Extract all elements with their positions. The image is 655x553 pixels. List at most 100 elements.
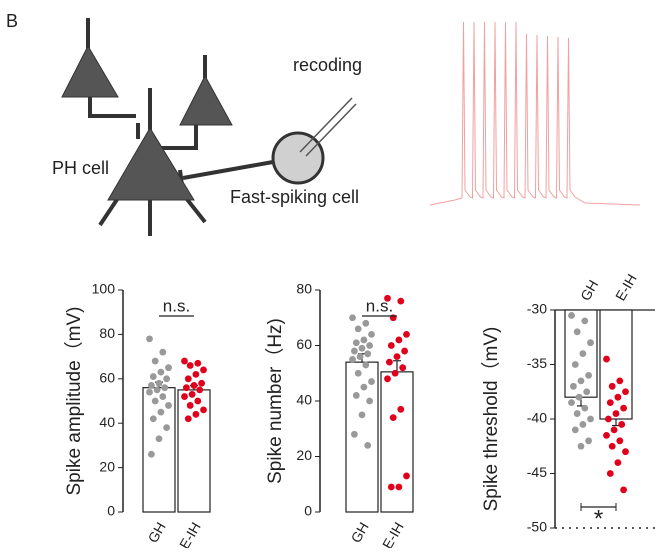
data-point xyxy=(354,369,362,377)
data-point xyxy=(384,294,391,302)
bar xyxy=(599,309,633,420)
data-point xyxy=(399,364,407,372)
y-tick-label: 100 xyxy=(92,281,116,297)
ph-cell-label: PH cell xyxy=(52,158,109,178)
data-point xyxy=(364,350,372,358)
data-point xyxy=(614,459,622,466)
data-point xyxy=(608,382,616,390)
data-point xyxy=(165,402,172,409)
y-tick-label: 20 xyxy=(296,447,312,463)
data-point xyxy=(153,386,161,394)
data-point xyxy=(362,319,370,327)
data-point xyxy=(570,382,577,390)
data-point xyxy=(614,393,622,401)
data-point xyxy=(395,336,403,344)
fs-cell xyxy=(271,131,325,185)
data-point xyxy=(364,442,372,449)
data-point xyxy=(192,370,200,378)
data-point xyxy=(155,379,163,387)
data-point xyxy=(568,399,575,407)
data-point xyxy=(157,368,165,376)
data-point xyxy=(358,411,366,419)
data-point xyxy=(387,483,395,491)
y-tick-label: 20 xyxy=(99,458,115,474)
significance-label: * xyxy=(594,505,603,532)
data-point xyxy=(401,347,408,355)
data-point xyxy=(360,383,368,391)
data-point xyxy=(389,414,397,422)
data-point xyxy=(397,405,405,413)
data-point xyxy=(196,386,204,394)
data-point xyxy=(577,442,585,450)
data-point xyxy=(568,312,575,319)
y-tick-label: -30 xyxy=(527,301,547,317)
data-point xyxy=(149,373,157,380)
data-point xyxy=(616,377,624,385)
recording-label: recoding xyxy=(293,55,362,75)
data-point xyxy=(585,372,592,379)
data-point xyxy=(186,402,194,409)
data-point xyxy=(571,361,579,368)
x-tick-label: E-IH xyxy=(379,519,407,548)
data-point xyxy=(612,410,620,417)
data-point xyxy=(362,361,370,369)
data-point xyxy=(366,397,373,405)
data-point xyxy=(352,339,360,347)
data-point xyxy=(622,448,629,456)
y-tick-label: 40 xyxy=(99,414,115,430)
electrode xyxy=(299,97,357,157)
neuron xyxy=(61,44,119,98)
data-point xyxy=(188,390,196,398)
ph-cell xyxy=(107,127,195,201)
data-point xyxy=(577,377,585,385)
data-point xyxy=(149,415,157,423)
data-point xyxy=(351,347,358,355)
data-point xyxy=(583,388,591,396)
data-point xyxy=(393,353,401,360)
data-point xyxy=(194,359,202,367)
data-point xyxy=(181,393,188,400)
data-point xyxy=(146,388,153,396)
data-point xyxy=(587,339,594,347)
data-point xyxy=(360,336,368,344)
data-point xyxy=(573,410,581,417)
y-tick-label: 60 xyxy=(296,336,312,352)
data-point xyxy=(616,437,624,445)
data-point xyxy=(354,325,362,333)
data-point xyxy=(622,388,629,396)
x-tick-label: GH xyxy=(347,519,371,545)
data-point xyxy=(579,421,587,428)
data-point xyxy=(620,404,627,412)
data-point xyxy=(573,328,581,336)
data-point xyxy=(571,426,579,434)
data-point xyxy=(606,399,614,407)
data-point xyxy=(397,297,405,305)
significance-label: n.s. xyxy=(163,296,190,315)
data-point xyxy=(146,335,153,343)
data-point xyxy=(192,410,200,418)
data-point xyxy=(200,366,207,374)
significance-label: n.s. xyxy=(366,296,393,315)
y-tick-label: 0 xyxy=(107,503,115,519)
data-point xyxy=(579,350,587,357)
x-tick-label: GH xyxy=(144,519,168,545)
data-point xyxy=(620,486,627,494)
data-point xyxy=(163,375,171,383)
data-point xyxy=(605,415,612,423)
data-point xyxy=(349,355,356,363)
voltage-trace xyxy=(429,21,641,206)
data-point xyxy=(581,404,589,412)
data-point xyxy=(184,415,192,423)
data-point xyxy=(368,378,375,385)
data-point xyxy=(151,357,159,365)
x-tick-label: GH xyxy=(577,277,601,303)
data-point xyxy=(618,421,626,428)
y-tick-label: 40 xyxy=(296,392,312,408)
data-point xyxy=(368,331,375,338)
bar xyxy=(380,371,414,513)
data-point xyxy=(585,437,592,445)
data-point xyxy=(603,355,610,363)
data-point xyxy=(395,483,403,491)
data-point xyxy=(200,406,207,414)
data-point xyxy=(351,430,358,438)
